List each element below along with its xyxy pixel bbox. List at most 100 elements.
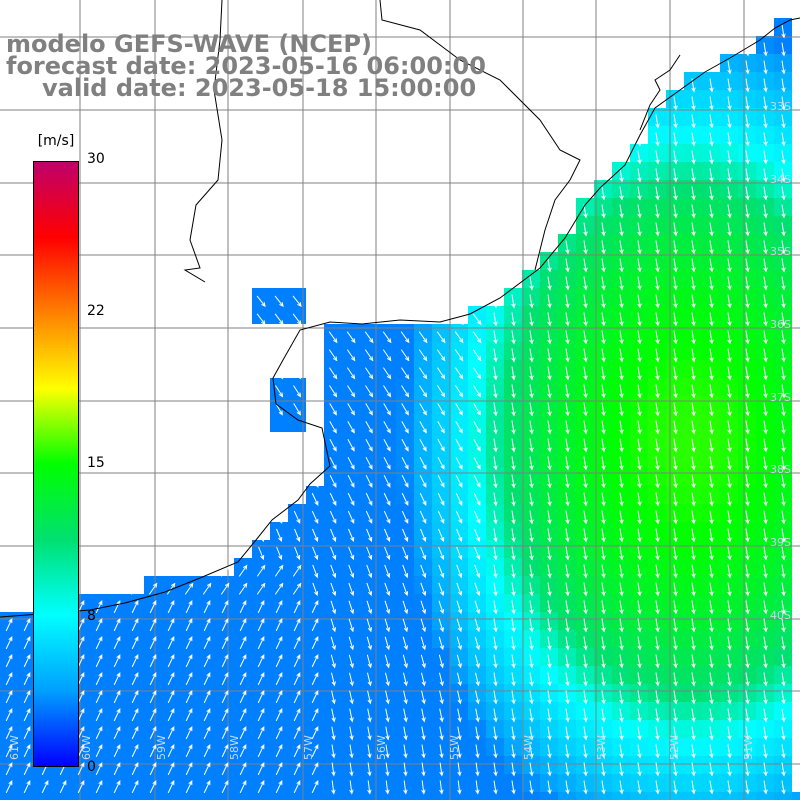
wind-arrow: [727, 636, 732, 651]
wind-arrow: [745, 330, 750, 345]
wind-arrow: [331, 690, 336, 705]
wind-speed-cell: [630, 666, 648, 684]
wind-speed-cell: [522, 342, 540, 360]
wind-arrow: [763, 366, 768, 381]
wind-arrow: [455, 510, 463, 524]
wind-arrow: [565, 510, 570, 525]
wind-speed-cell: [720, 522, 738, 540]
wind-speed-cell: [612, 558, 630, 576]
wind-speed-cell: [702, 666, 720, 684]
wind-arrow: [691, 762, 696, 777]
wind-speed-cell: [702, 342, 720, 360]
wind-arrow: [384, 564, 391, 579]
wind-arrow: [547, 492, 552, 507]
wind-arrow: [619, 438, 624, 453]
wind-arrow: [348, 654, 354, 669]
wind-speed-cell: [630, 522, 648, 540]
wind-speed-cell: [540, 252, 558, 270]
wind-speed-cell: [504, 792, 522, 800]
colorbar-tick-30: 30: [87, 151, 105, 167]
wind-speed-cell: [342, 468, 360, 486]
wind-arrow: [691, 150, 696, 165]
wind-arrow: [745, 150, 750, 165]
wind-arrow: [547, 384, 552, 399]
wind-arrow: [420, 546, 427, 561]
wind-arrow: [763, 654, 768, 669]
wind-speed-cell: [594, 576, 612, 594]
wind-speed-cell: [684, 450, 702, 468]
wind-speed-cell: [612, 432, 630, 450]
wind-arrow: [455, 385, 464, 398]
wind-speed-cell: [432, 468, 450, 486]
wind-arrow: [745, 384, 750, 399]
wind-arrow: [781, 780, 786, 795]
wind-speed-cell: [702, 540, 720, 558]
wind-arrow: [565, 312, 570, 327]
wind-speed-cell: [522, 702, 540, 720]
wind-arrow: [727, 348, 732, 363]
wind-arrow: [364, 367, 374, 380]
wind-arrow: [77, 744, 85, 758]
wind-speed-cell: [288, 288, 306, 306]
wind-speed-cell: [360, 720, 378, 738]
wind-speed-cell: [162, 576, 180, 594]
wind-speed-cell: [648, 540, 666, 558]
wind-speed-cell: [324, 558, 342, 576]
wind-arrow: [311, 762, 319, 776]
wind-arrow: [583, 708, 588, 723]
wind-arrow: [384, 546, 391, 561]
wind-arrow: [709, 294, 714, 309]
wind-speed-cell: [612, 270, 630, 288]
wind-speed-cell: [558, 648, 576, 666]
wind-speed-cell: [468, 486, 486, 504]
wind-speed-cell: [432, 738, 450, 756]
wind-speed-cell: [324, 576, 342, 594]
wind-arrow: [565, 492, 570, 507]
wind-arrow: [185, 744, 193, 758]
wind-speed-cell: [414, 648, 432, 666]
wind-arrow: [349, 780, 354, 795]
wind-speed-cell: [630, 630, 648, 648]
wind-speed-cell: [540, 792, 558, 800]
wind-arrow: [691, 600, 696, 615]
wind-speed-cell: [252, 558, 270, 576]
wind-speed-cell: [738, 792, 756, 800]
wind-arrow: [454, 349, 464, 362]
wind-arrow: [365, 474, 373, 488]
wind-arrow: [673, 654, 678, 669]
wind-arrow: [493, 708, 498, 723]
wind-speed-cell: [720, 162, 738, 180]
longitude-label: 58W: [228, 735, 241, 760]
wind-arrow: [382, 349, 392, 362]
wind-arrow: [601, 654, 606, 669]
wind-speed-cell: [774, 126, 792, 144]
wind-arrow: [257, 672, 265, 686]
wind-arrow: [529, 744, 534, 759]
wind-arrow: [565, 780, 570, 795]
wind-speed-cell: [414, 522, 432, 540]
longitude-label: 56W: [375, 735, 388, 760]
wind-speed-cell: [450, 792, 468, 800]
wind-arrow: [239, 762, 247, 776]
wind-speed-cell: [558, 252, 576, 270]
wind-arrow: [529, 654, 534, 669]
wind-speed-cell: [594, 612, 612, 630]
wind-arrow: [493, 636, 498, 651]
wind-arrow: [727, 582, 732, 597]
wind-arrow: [511, 420, 516, 435]
wind-speed-cell: [738, 270, 756, 288]
wind-speed-cell: [648, 198, 666, 216]
wind-speed-cell: [414, 756, 432, 774]
wind-arrow: [347, 403, 355, 416]
wind-arrow: [709, 96, 714, 111]
wind-arrow: [547, 636, 552, 651]
wind-speed-cell: [324, 342, 342, 360]
wind-arrow: [185, 672, 193, 686]
wind-arrow: [727, 294, 732, 309]
wind-speed-cell: [234, 576, 252, 594]
wind-arrow: [420, 654, 426, 669]
wind-arrow: [781, 150, 786, 165]
wind-arrow: [293, 762, 301, 776]
wind-arrow: [781, 744, 786, 759]
wind-arrow: [763, 60, 768, 75]
